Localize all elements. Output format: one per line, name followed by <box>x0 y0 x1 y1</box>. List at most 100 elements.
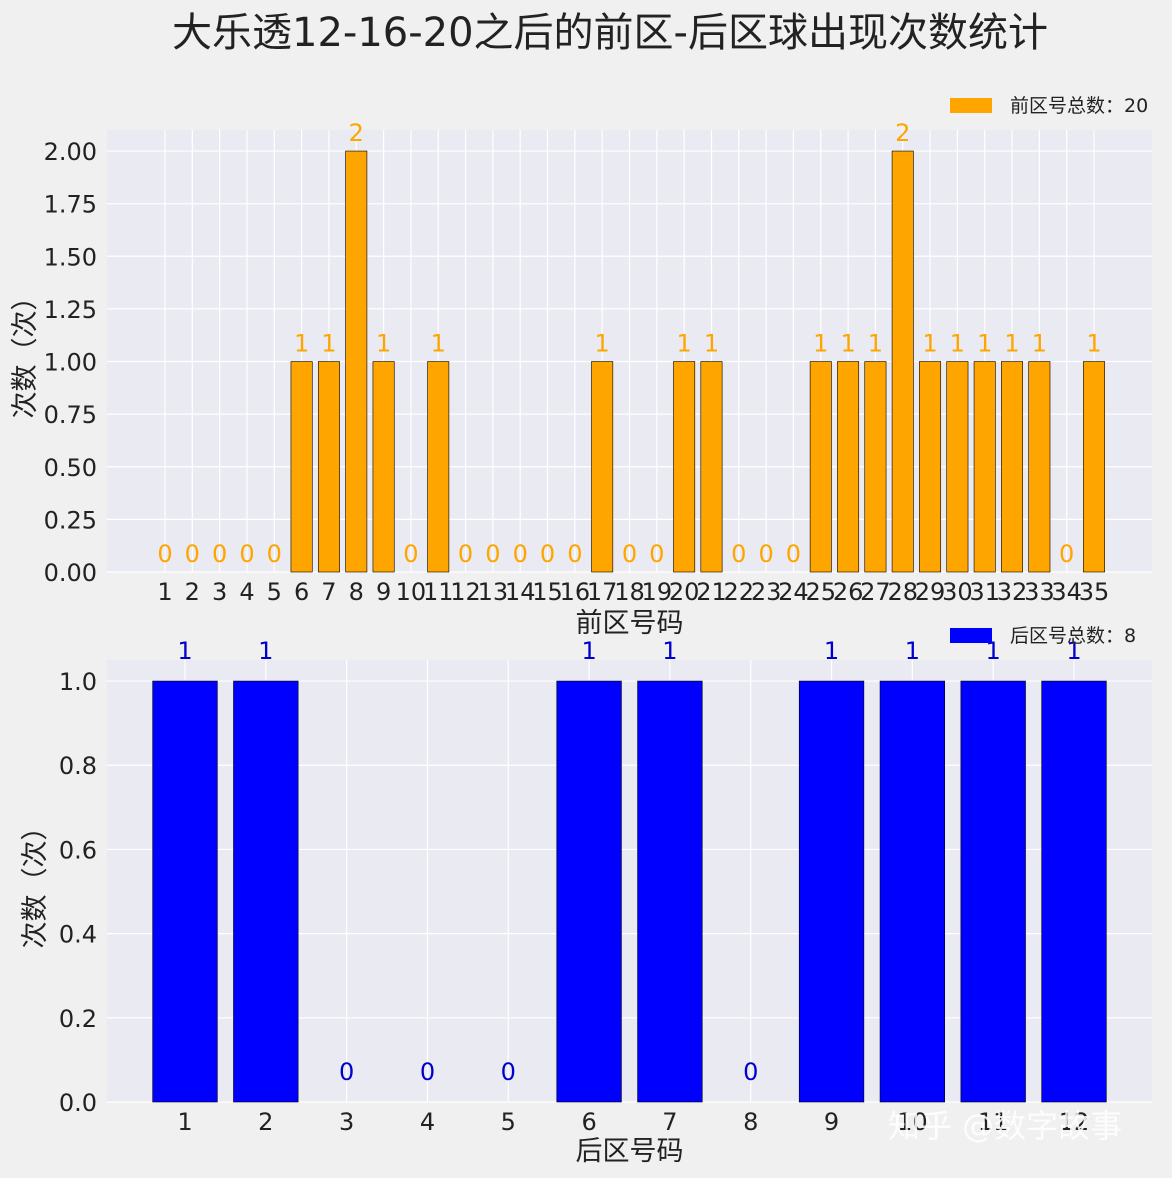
data-label: 0 <box>786 540 801 568</box>
bar <box>673 361 696 573</box>
bar <box>427 361 450 573</box>
x-tick-label: 35 <box>1079 578 1110 606</box>
x-tick-label: 26 <box>833 578 864 606</box>
y-tick-label: 0.75 <box>44 401 97 429</box>
data-label: 0 <box>1059 540 1074 568</box>
x-tick-label: 33 <box>1024 578 1055 606</box>
y-tick-label: 0.00 <box>44 559 97 587</box>
bar <box>864 361 887 573</box>
data-label: 1 <box>662 637 677 665</box>
bar <box>1083 361 1105 573</box>
bar <box>891 150 914 573</box>
x-tick-label: 1 <box>177 1108 192 1136</box>
data-label: 0 <box>157 540 172 568</box>
data-label: 0 <box>501 1058 516 1086</box>
data-label: 0 <box>758 540 773 568</box>
data-label: 0 <box>185 540 200 568</box>
x-tick-label: 5 <box>501 1108 516 1136</box>
x-tick-label: 16 <box>560 578 591 606</box>
bar <box>591 361 614 573</box>
data-label: 0 <box>212 540 227 568</box>
legend-label: 前区号总数：20 <box>1010 95 1148 117</box>
data-label: 1 <box>321 330 336 358</box>
x-tick-label: 29 <box>915 578 946 606</box>
x-tick-label: 2 <box>258 1108 273 1136</box>
data-label: 1 <box>376 330 391 358</box>
y-tick-label: 1.25 <box>44 296 97 324</box>
x-axis-label: 前区号码 <box>576 608 684 639</box>
x-tick-label: 14 <box>505 578 536 606</box>
x-tick-label: 27 <box>860 578 891 606</box>
bar <box>879 680 945 1103</box>
x-tick-label: 8 <box>743 1108 758 1136</box>
y-tick-label: 0.4 <box>59 921 97 949</box>
data-label: 1 <box>813 330 828 358</box>
data-label: 0 <box>267 540 282 568</box>
bar <box>960 680 1026 1103</box>
watermark: 知乎 @数字故事 <box>888 1107 1122 1145</box>
data-label: 0 <box>420 1058 435 1086</box>
x-tick-label: 10 <box>396 578 427 606</box>
bar <box>798 680 865 1103</box>
data-label: 0 <box>567 540 582 568</box>
bar <box>1028 361 1051 573</box>
bar <box>556 680 622 1103</box>
x-tick-label: 34 <box>1051 578 1082 606</box>
data-label: 0 <box>540 540 555 568</box>
x-tick-label: 11 <box>978 1108 1009 1136</box>
y-tick-label: 0.50 <box>44 454 97 482</box>
data-label: 1 <box>840 330 855 358</box>
bar <box>233 680 299 1103</box>
data-label: 0 <box>339 1058 354 1086</box>
bar <box>1041 680 1107 1103</box>
legend-swatch <box>950 628 992 643</box>
legend-label: 后区号总数：8 <box>1010 625 1136 647</box>
x-tick-label: 7 <box>321 578 336 606</box>
bar <box>372 361 395 573</box>
x-tick-label: 4 <box>420 1108 435 1136</box>
data-label: 1 <box>258 637 273 665</box>
data-label: 1 <box>824 637 839 665</box>
data-label: 0 <box>731 540 746 568</box>
data-label: 1 <box>922 330 937 358</box>
x-tick-label: 8 <box>349 578 364 606</box>
data-label: 1 <box>581 637 596 665</box>
x-tick-label: 32 <box>997 578 1028 606</box>
data-label: 0 <box>622 540 637 568</box>
x-tick-label: 9 <box>376 578 391 606</box>
x-tick-label: 6 <box>581 1108 596 1136</box>
data-label: 1 <box>1066 637 1081 665</box>
data-label: 0 <box>403 540 418 568</box>
x-tick-label: 25 <box>805 578 836 606</box>
x-tick-label: 5 <box>267 578 282 606</box>
y-tick-label: 1.0 <box>59 668 97 696</box>
bar <box>700 361 723 573</box>
bar <box>345 150 368 573</box>
x-tick-label: 3 <box>339 1108 354 1136</box>
data-label: 0 <box>458 540 473 568</box>
data-label: 1 <box>431 330 446 358</box>
data-label: 1 <box>977 330 992 358</box>
x-axis-label: 后区号码 <box>576 1136 684 1167</box>
y-tick-label: 1.00 <box>44 349 97 377</box>
bar <box>973 361 996 573</box>
y-axis-label: 次数（次） <box>10 284 41 419</box>
x-tick-label: 19 <box>642 578 673 606</box>
x-tick-label: 20 <box>669 578 700 606</box>
chart-title: 大乐透12-16-20之后的前区-后区球出现次数统计 <box>172 10 1048 56</box>
x-tick-label: 10 <box>897 1108 928 1136</box>
data-label: 1 <box>677 330 692 358</box>
data-label: 0 <box>649 540 664 568</box>
x-tick-label: 11 <box>423 578 454 606</box>
y-tick-label: 2.00 <box>44 138 97 166</box>
x-tick-label: 31 <box>969 578 1000 606</box>
data-label: 0 <box>239 540 254 568</box>
data-label: 0 <box>513 540 528 568</box>
x-tick-label: 15 <box>532 578 563 606</box>
y-tick-label: 0.8 <box>59 752 97 780</box>
x-tick-label: 28 <box>887 578 918 606</box>
data-label: 1 <box>177 637 192 665</box>
y-tick-label: 1.50 <box>44 243 97 271</box>
